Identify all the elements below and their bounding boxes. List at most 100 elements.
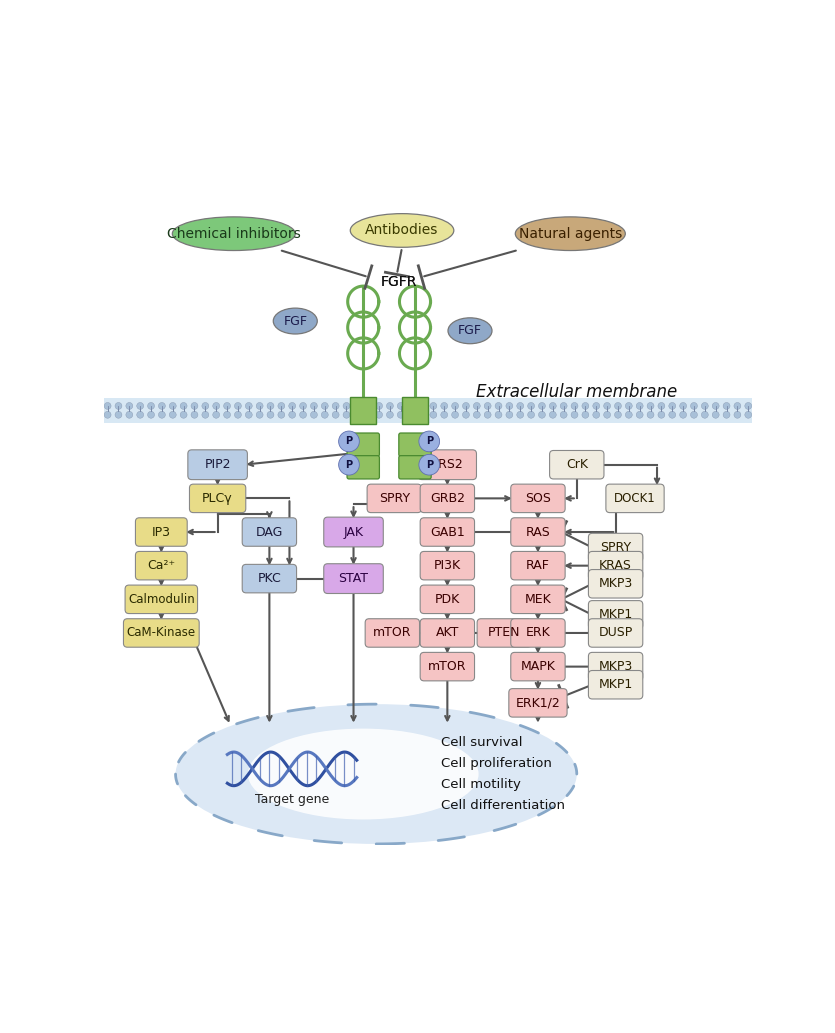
Circle shape: [104, 403, 111, 409]
Text: Ca²⁺: Ca²⁺: [147, 559, 175, 572]
Circle shape: [669, 403, 676, 409]
Circle shape: [289, 403, 296, 409]
Circle shape: [615, 403, 621, 409]
Circle shape: [278, 403, 285, 409]
Circle shape: [235, 403, 241, 409]
FancyBboxPatch shape: [420, 552, 474, 580]
Circle shape: [191, 403, 198, 409]
FancyBboxPatch shape: [135, 552, 187, 580]
Text: mTOR: mTOR: [428, 660, 467, 674]
Circle shape: [647, 403, 654, 409]
Text: Cell proliferation: Cell proliferation: [441, 757, 552, 771]
FancyBboxPatch shape: [420, 484, 474, 512]
FancyBboxPatch shape: [399, 433, 431, 457]
Circle shape: [560, 403, 567, 409]
Text: PKC: PKC: [257, 572, 281, 585]
Ellipse shape: [172, 217, 296, 251]
Circle shape: [636, 411, 643, 418]
FancyBboxPatch shape: [190, 484, 245, 512]
FancyBboxPatch shape: [589, 552, 643, 580]
Text: PLCγ: PLCγ: [202, 492, 233, 505]
Text: Natural agents: Natural agents: [519, 226, 622, 241]
FancyBboxPatch shape: [589, 569, 643, 598]
Circle shape: [484, 403, 491, 409]
Circle shape: [658, 411, 665, 418]
Circle shape: [625, 411, 632, 418]
FancyBboxPatch shape: [324, 518, 383, 546]
Circle shape: [506, 411, 513, 418]
FancyBboxPatch shape: [324, 564, 383, 594]
Text: MAPK: MAPK: [520, 660, 555, 674]
Circle shape: [202, 411, 209, 418]
Text: P: P: [346, 460, 352, 470]
Circle shape: [321, 411, 328, 418]
Circle shape: [495, 403, 502, 409]
Circle shape: [148, 403, 154, 409]
Text: FGF: FGF: [458, 324, 482, 337]
Circle shape: [159, 403, 165, 409]
Circle shape: [321, 403, 328, 409]
Circle shape: [256, 403, 263, 409]
Circle shape: [712, 411, 719, 418]
Ellipse shape: [248, 728, 478, 819]
Circle shape: [452, 411, 458, 418]
Circle shape: [701, 411, 708, 418]
Circle shape: [408, 411, 415, 418]
Text: CrK: CrK: [566, 459, 588, 471]
Circle shape: [539, 411, 545, 418]
Circle shape: [104, 411, 111, 418]
Circle shape: [636, 403, 643, 409]
Circle shape: [517, 411, 524, 418]
Circle shape: [126, 411, 133, 418]
FancyBboxPatch shape: [606, 484, 664, 512]
Circle shape: [180, 403, 187, 409]
Circle shape: [365, 403, 372, 409]
FancyBboxPatch shape: [511, 619, 565, 648]
Ellipse shape: [515, 217, 625, 251]
Circle shape: [376, 403, 382, 409]
Text: MEK: MEK: [524, 593, 551, 605]
FancyBboxPatch shape: [549, 450, 604, 479]
Circle shape: [343, 403, 350, 409]
Circle shape: [647, 411, 654, 418]
Circle shape: [680, 403, 686, 409]
Circle shape: [180, 411, 187, 418]
Circle shape: [549, 403, 556, 409]
Circle shape: [397, 403, 404, 409]
Circle shape: [170, 403, 176, 409]
FancyBboxPatch shape: [135, 518, 187, 546]
FancyBboxPatch shape: [420, 619, 474, 648]
Circle shape: [604, 403, 610, 409]
FancyBboxPatch shape: [589, 619, 643, 648]
Circle shape: [376, 411, 382, 418]
Circle shape: [332, 411, 339, 418]
Text: DOCK1: DOCK1: [614, 492, 655, 505]
Text: PDK: PDK: [435, 593, 460, 605]
FancyBboxPatch shape: [347, 433, 379, 457]
Ellipse shape: [351, 214, 454, 247]
Circle shape: [387, 403, 393, 409]
Circle shape: [463, 411, 469, 418]
Text: MKP3: MKP3: [599, 577, 633, 590]
Circle shape: [311, 411, 317, 418]
Bar: [104, 398, 752, 422]
FancyBboxPatch shape: [124, 619, 200, 648]
FancyBboxPatch shape: [589, 670, 643, 699]
Circle shape: [484, 411, 491, 418]
Circle shape: [560, 411, 567, 418]
Circle shape: [745, 411, 752, 418]
Text: SOS: SOS: [525, 492, 551, 505]
Text: DUSP: DUSP: [599, 626, 633, 639]
Circle shape: [723, 403, 730, 409]
Circle shape: [712, 403, 719, 409]
Circle shape: [339, 431, 359, 451]
Circle shape: [419, 411, 426, 418]
Circle shape: [430, 411, 437, 418]
Circle shape: [528, 411, 534, 418]
Circle shape: [658, 403, 665, 409]
FancyBboxPatch shape: [511, 653, 565, 681]
Circle shape: [267, 411, 274, 418]
Circle shape: [213, 403, 220, 409]
Text: FGFR: FGFR: [381, 275, 417, 289]
Circle shape: [517, 403, 524, 409]
